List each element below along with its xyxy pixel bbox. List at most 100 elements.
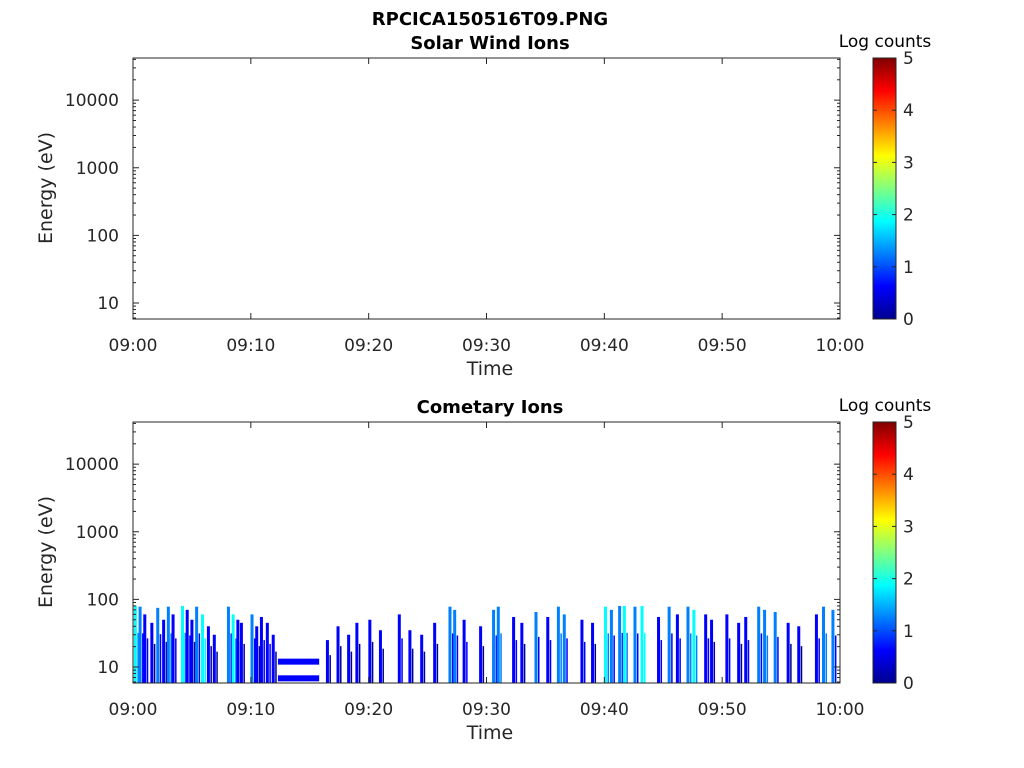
- spectrogram-burst-edge: [689, 633, 692, 683]
- spectrogram-burst-edge: [818, 638, 820, 683]
- spectrogram-band: [277, 675, 320, 682]
- spectrogram-burst: [448, 606, 452, 683]
- panel-title-solar-wind: Solar Wind Ions: [410, 33, 569, 54]
- spectrogram-burst: [479, 626, 483, 683]
- spectrogram-burst: [675, 614, 679, 683]
- spectrogram-burst-edge: [825, 633, 828, 683]
- spectrogram-burst: [831, 609, 835, 683]
- spectrogram-burst-edge: [671, 633, 673, 683]
- colorbar-tick-label: 0: [903, 674, 914, 694]
- spectrogram-burst-edge: [790, 643, 792, 683]
- spectrogram-burst-edge: [204, 638, 207, 683]
- colorbar-cometary: 0 1 2 3 4 5: [872, 413, 914, 694]
- spectrogram-burst-edge: [626, 632, 628, 683]
- spectrogram-burst-edge: [263, 640, 265, 683]
- y-axis-cometary: 10 100 1000 10000: [65, 422, 840, 683]
- plot-area-cometary: [133, 605, 837, 683]
- colorbar-solar-wind: 0 1 2 3 4 5: [872, 49, 914, 330]
- spectrogram-burst-edge: [275, 651, 277, 683]
- spectrogram-burst: [496, 606, 500, 683]
- spectrogram-burst: [231, 614, 235, 683]
- spectrogram-burst: [667, 606, 671, 683]
- spectrogram-burst-edge: [401, 638, 403, 683]
- spectrogram-burst-edge: [411, 648, 414, 683]
- spectrogram-burst-edge: [254, 638, 256, 683]
- x-tick-label: 10:00: [816, 336, 865, 356]
- spectrogram-burst-edge: [728, 638, 731, 683]
- colorbar-label-solar-wind: Log counts: [839, 32, 932, 52]
- x-tick-label: 09:00: [109, 336, 158, 356]
- spectrogram-burst: [453, 609, 457, 683]
- spectrogram-burst: [433, 622, 437, 683]
- spectrogram-burst-edge: [766, 635, 769, 683]
- x-tick-label: 09:40: [580, 336, 629, 356]
- colorbar-tick-label: 5: [903, 49, 914, 69]
- x-tick-label: 09:10: [226, 700, 275, 720]
- spectrogram-burst-edge: [350, 651, 353, 683]
- colorbar-label-cometary: Log counts: [839, 396, 932, 416]
- spectrogram-burst-edge: [523, 643, 526, 683]
- spectrogram-burst: [368, 619, 372, 683]
- spectrogram-burst: [265, 622, 269, 683]
- spectrogram-burst: [236, 619, 240, 683]
- spectrogram-burst: [420, 634, 424, 683]
- spectrogram-burst-edge: [760, 633, 763, 683]
- y-axis-label-cometary: Energy (eV): [35, 496, 57, 608]
- colorbar-tick-label: 5: [903, 413, 914, 433]
- spectrogram-burst-edge: [451, 633, 454, 683]
- spectrogram-burst-edge: [537, 636, 540, 683]
- x-axis-label-cometary: Time: [466, 722, 514, 744]
- y-tick-label: 10000: [65, 455, 119, 475]
- spectrogram-burst: [609, 609, 613, 683]
- spectrogram-burst-edge: [137, 632, 139, 683]
- x-tick-label: 09:30: [462, 336, 511, 356]
- spectrogram-burst: [462, 619, 466, 683]
- x-tick-label: 09:20: [344, 336, 393, 356]
- spectrogram-burst: [347, 634, 351, 683]
- spectrogram-burst: [710, 619, 714, 683]
- spectrogram-burst: [171, 614, 175, 683]
- plot-frame-solar-wind: [132, 57, 841, 320]
- spectrogram-burst: [520, 622, 524, 683]
- x-tick-label: 09:30: [462, 700, 511, 720]
- y-tick-label: 10000: [65, 91, 119, 111]
- spectrogram-burst: [737, 622, 741, 683]
- spectrogram-burst-edge: [423, 651, 426, 683]
- y-tick-label: 100: [87, 590, 119, 610]
- spectrogram-burst: [640, 605, 644, 683]
- spectrogram-burst: [562, 614, 566, 683]
- spectrogram-burst: [195, 606, 199, 683]
- spectrogram-burst: [556, 606, 560, 683]
- spectrogram-burst-edge: [713, 641, 716, 683]
- spectrogram-burst-edge: [495, 635, 498, 683]
- spectrogram-burst: [657, 616, 661, 683]
- spectrogram-burst-edge: [613, 635, 615, 683]
- spectrogram-burst-edge: [636, 633, 639, 683]
- x-axis-solar-wind: 09:00 09:10 09:20 09:30 09:40 09:50 10:00: [109, 58, 865, 356]
- spectrogram-burst-edge: [371, 641, 374, 683]
- spectrogram-burst-edge: [210, 646, 212, 683]
- spectrogram-burst: [162, 619, 166, 683]
- colorbar-tick-label: 0: [903, 310, 914, 330]
- spectrogram-burst-edge: [329, 655, 331, 683]
- figure-title: RPCICA150516T09.PNG: [372, 9, 608, 30]
- spectrogram-burst: [336, 626, 340, 683]
- x-tick-label: 09:50: [698, 336, 747, 356]
- spectrogram-burst-edge: [566, 638, 568, 683]
- spectrogram-burst: [546, 616, 550, 683]
- spectrogram-burst: [133, 605, 137, 683]
- spectrogram-burst: [725, 614, 729, 683]
- spectrogram-burst: [255, 626, 259, 683]
- x-tick-label: 09:50: [698, 700, 747, 720]
- spectrogram-burst-edge: [159, 634, 162, 683]
- spectrogram-burst: [212, 634, 216, 683]
- spectrogram-burst: [618, 605, 622, 683]
- spectrogram-burst-edge: [482, 646, 485, 683]
- x-axis-label-solar-wind: Time: [466, 358, 514, 380]
- spectrogram-burst: [325, 640, 329, 683]
- spectrogram-burst: [686, 606, 690, 683]
- spectrogram-burst-edge: [583, 641, 586, 683]
- colorbar-tick-label: 1: [903, 622, 914, 642]
- spectrogram-burst-edge: [189, 635, 191, 683]
